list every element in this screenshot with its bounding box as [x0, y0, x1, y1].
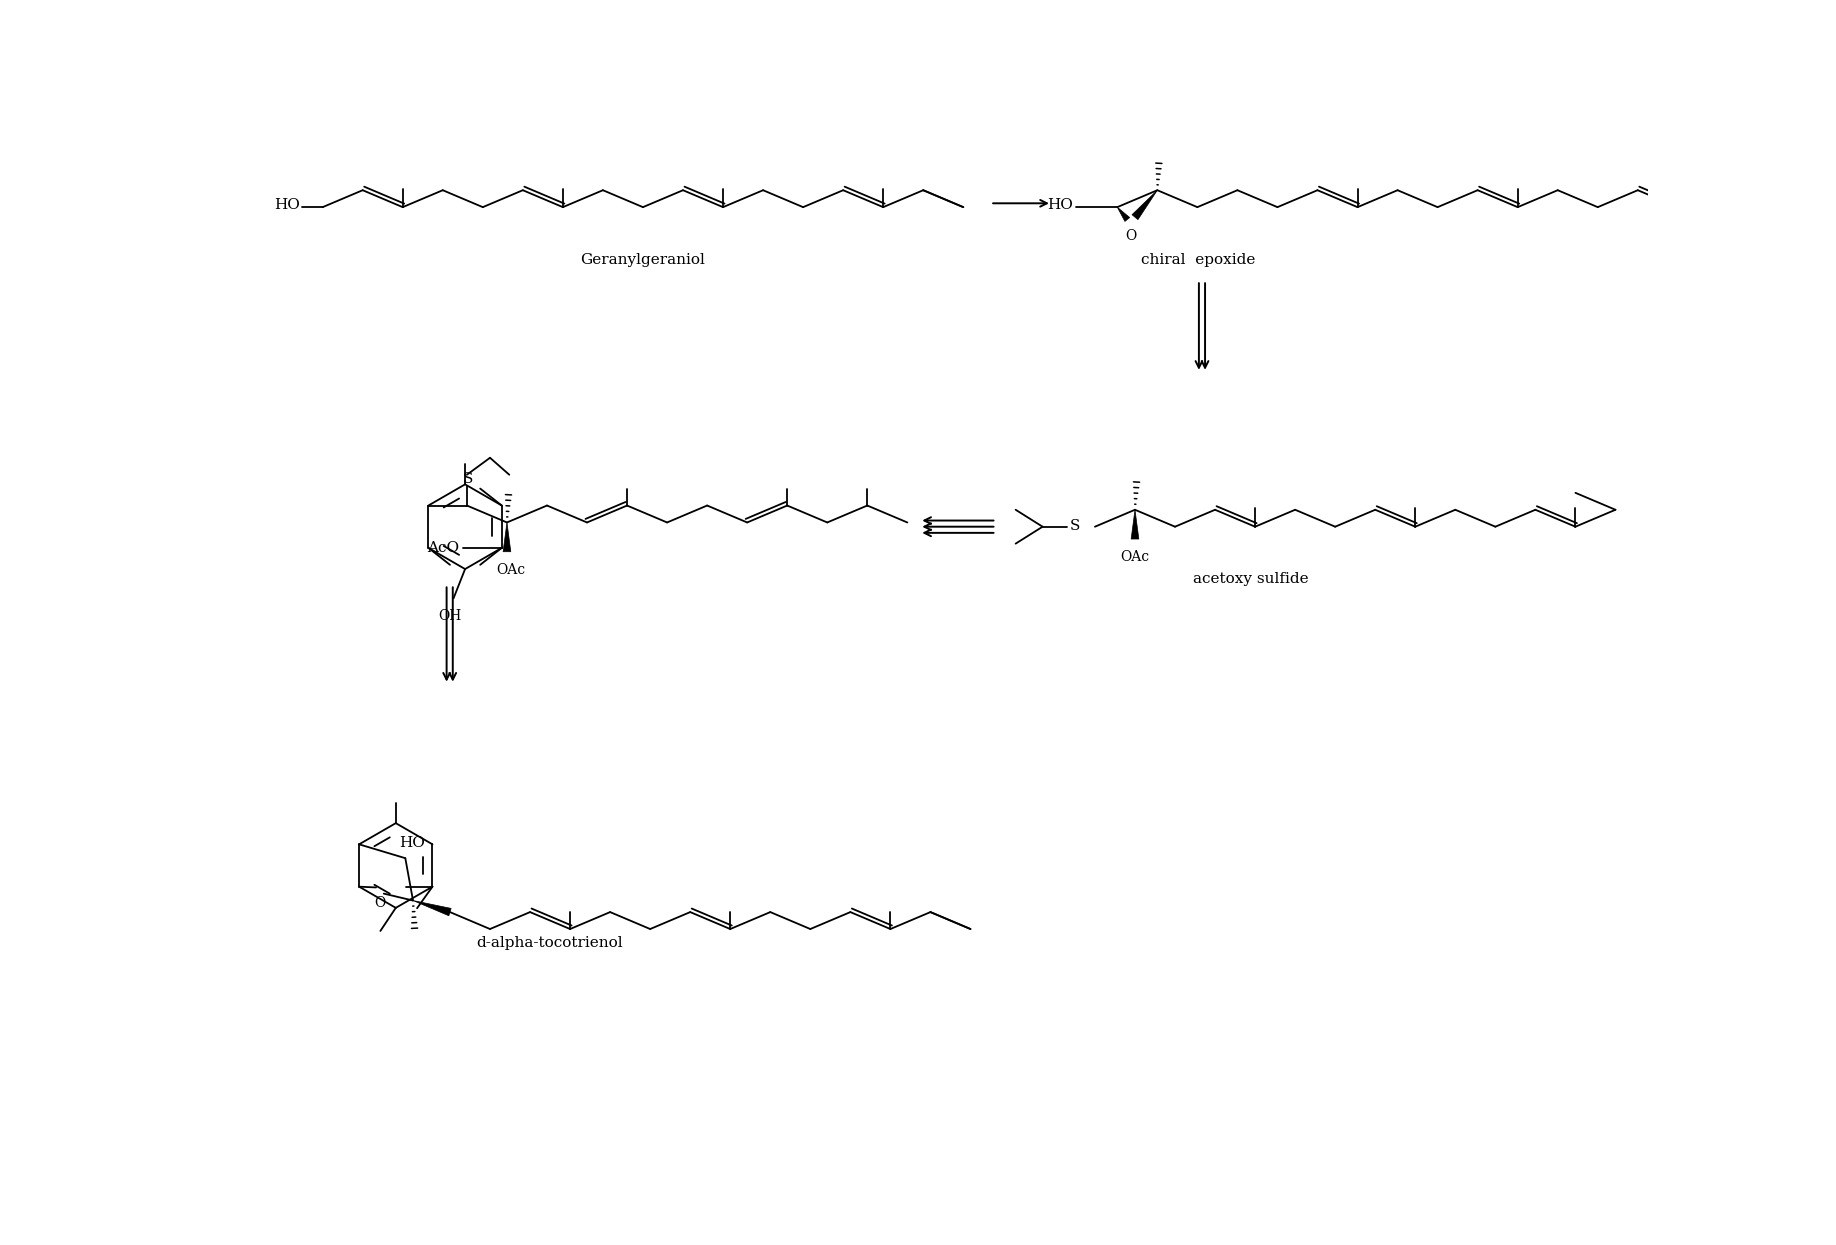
Polygon shape: [1133, 190, 1157, 219]
Polygon shape: [1131, 509, 1138, 539]
Text: OAc: OAc: [1120, 550, 1149, 564]
Text: chiral  epoxide: chiral epoxide: [1140, 253, 1256, 266]
Text: AcO: AcO: [428, 540, 459, 555]
Text: OH: OH: [439, 609, 461, 622]
Text: O: O: [375, 896, 386, 910]
Text: HO: HO: [274, 198, 299, 212]
Polygon shape: [413, 900, 452, 916]
Text: OAc: OAc: [496, 563, 525, 576]
Text: acetoxy sulfide: acetoxy sulfide: [1193, 571, 1309, 586]
Text: Geranylgeraniol: Geranylgeraniol: [580, 253, 705, 266]
Text: d-alpha-tocotrienol: d-alpha-tocotrienol: [477, 935, 622, 950]
Text: S: S: [1070, 519, 1080, 533]
Polygon shape: [1118, 207, 1129, 222]
Text: HO: HO: [398, 835, 424, 850]
Text: O: O: [1125, 229, 1136, 244]
Polygon shape: [503, 523, 510, 552]
Text: S: S: [463, 472, 474, 486]
Text: HO: HO: [1048, 198, 1074, 212]
